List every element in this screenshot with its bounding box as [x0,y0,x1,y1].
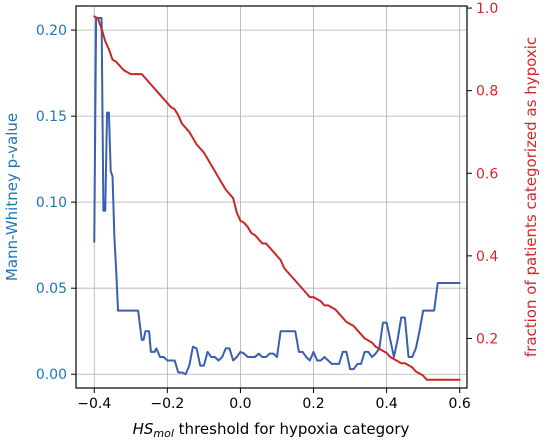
x-tick-label: 0.6 [449,396,471,412]
grid-lines [76,6,467,388]
left-y-tick-label: 0.00 [36,367,67,383]
left-y-axis-ticks: 0.00 0.05 0.10 0.15 0.20 [36,23,76,383]
p-value-line [93,17,461,376]
x-axis-ticks: −0.4 −0.2 0.0 0.2 0.4 0.6 [77,388,471,412]
x-axis-label: HSmol threshold for hypoxia category [133,420,410,440]
x-axis-label-italic: HS [133,420,154,438]
x-tick-label: 0.4 [375,396,397,412]
plot-lines [93,15,461,381]
left-y-tick-label: 0.05 [36,281,67,297]
x-tick-label: 0.0 [229,396,251,412]
x-tick-label: −0.4 [77,396,111,412]
right-y-tick-label: 1.0 [476,1,498,17]
right-y-axis-label: fraction of patients categorized as hypo… [522,37,540,357]
x-tick-label: −0.2 [150,396,184,412]
x-axis-label-rest: threshold for hypoxia category [174,420,410,438]
right-y-tick-label: 0.4 [476,249,498,265]
x-axis-label-subscript: mol [153,427,174,440]
left-y-axis-label: Mann-Whitney p-value [3,113,21,281]
right-y-tick-label: 0.6 [476,166,498,182]
plot-frame [75,5,468,389]
right-y-tick-label: 0.2 [476,331,498,347]
x-tick-label: 0.2 [302,396,324,412]
left-y-tick-label: 0.15 [36,109,67,125]
left-y-tick-label: 0.10 [36,195,67,211]
right-y-axis-ticks: 0.2 0.4 0.6 0.8 1.0 [467,1,498,347]
left-y-tick-label: 0.20 [36,23,67,39]
right-y-tick-label: 0.8 [476,84,498,100]
fraction-hypoxic-line [93,15,461,381]
